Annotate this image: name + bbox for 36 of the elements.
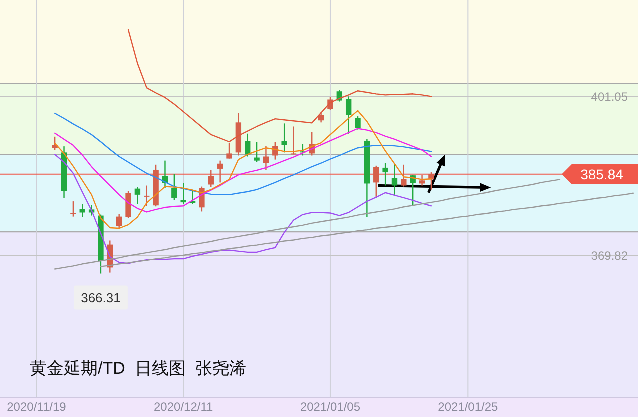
candlestick — [180, 182, 186, 205]
candlestick — [419, 174, 426, 186]
line-series — [128, 29, 432, 143]
ref-line-label: 385.84 — [580, 166, 624, 182]
candlestick — [290, 126, 297, 156]
x-tick-label: 2020/11/19 — [7, 400, 67, 414]
candlestick — [116, 214, 122, 229]
candlestick — [318, 112, 324, 124]
line-series — [54, 179, 561, 270]
x-tick-label: 2021/01/25 — [438, 400, 499, 414]
candlestick — [70, 200, 76, 218]
candlestick — [382, 162, 388, 186]
candlestick — [80, 203, 86, 218]
candlestick — [126, 190, 132, 219]
candlestick — [134, 186, 141, 205]
candlestick — [282, 123, 288, 154]
candlestick — [374, 165, 380, 199]
candlestick — [245, 133, 251, 158]
candlestick — [144, 185, 150, 207]
candlestick — [346, 96, 352, 134]
candlestick — [208, 170, 214, 188]
text: 黄金延期/TD 日线图 张尧浠 — [30, 359, 246, 378]
line-series — [100, 192, 634, 268]
x-tick-label: 2020/12/11 — [154, 400, 214, 414]
candlestick — [172, 173, 178, 201]
annotation: 366.31 — [81, 290, 121, 306]
candlestick — [226, 142, 232, 160]
candlestick — [392, 164, 398, 196]
candlestick — [263, 145, 270, 172]
y-tick-label: 401.05 — [591, 90, 628, 104]
candlestick — [254, 141, 260, 163]
candlestick — [355, 116, 361, 130]
y-tick-label: 369.82 — [591, 249, 628, 264]
candlestick — [217, 160, 224, 184]
x-tick-label: 2021/01/05 — [300, 400, 361, 414]
candlestick — [401, 164, 407, 188]
